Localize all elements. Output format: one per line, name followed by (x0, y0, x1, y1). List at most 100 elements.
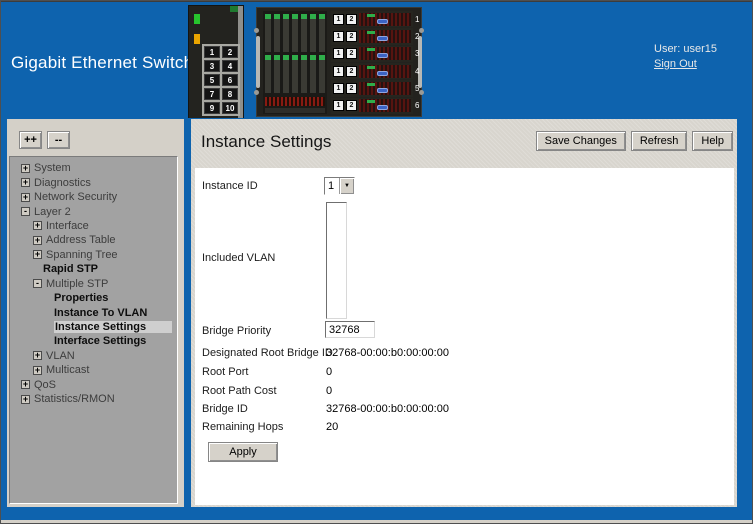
blade-port: 1 (333, 13, 344, 25)
tree-item-label[interactable]: Address Table (46, 234, 116, 247)
refresh-button[interactable]: Refresh (630, 131, 688, 151)
tree-item-label[interactable]: VLAN (46, 349, 75, 362)
bridge-id-value: 32768-00:00:b0:00:00:00 (326, 403, 449, 415)
module-port: 4 (222, 60, 238, 72)
tree-item-label[interactable]: System (34, 162, 71, 175)
expand-icon[interactable]: + (33, 249, 42, 260)
instance-id-select[interactable]: 1 ▼ (324, 177, 355, 195)
slot-numbers: 1 2 3 4 5 6 (415, 11, 423, 114)
tree-item-label[interactable]: Interface (46, 219, 89, 232)
root-path-cost-value: 0 (326, 385, 333, 397)
sign-out-link[interactable]: Sign Out (654, 58, 697, 70)
tree-item-instance-settings[interactable]: Instance Settings (10, 320, 177, 334)
blade-port: 2 (346, 65, 357, 77)
tree-item-label[interactable]: Spanning Tree (46, 248, 118, 261)
brand-title: Gigabit Ethernet Switch (11, 53, 194, 72)
tree-item-label-selected[interactable]: Instance Settings (54, 321, 172, 334)
collapse-icon[interactable]: - (33, 279, 42, 289)
tree-item-label[interactable]: Diagnostics (34, 176, 91, 189)
tree-item-vlan[interactable]: + VLAN (10, 349, 177, 363)
bridge-id-label: Bridge ID (202, 403, 248, 415)
slot-number: 2 (415, 31, 420, 41)
tree-item-properties[interactable]: Properties (10, 291, 177, 305)
tree-item-statistics-rmon[interactable]: + Statistics/RMON (10, 392, 177, 406)
tree-item-label[interactable]: Statistics/RMON (34, 393, 115, 406)
expand-icon[interactable]: + (21, 379, 30, 390)
tree-item-label[interactable]: Multicast (46, 364, 90, 377)
tree-item-label[interactable]: Instance To VLAN (54, 306, 148, 319)
module-port: 7 (204, 88, 220, 100)
vga-connector-icon (377, 70, 388, 76)
tree-item-label[interactable]: Layer 2 (34, 205, 71, 218)
tree-item-address-table[interactable]: + Address Table (10, 233, 177, 247)
tree-item-rapid-stp[interactable]: Rapid STP (10, 262, 177, 276)
module-port-grid: 1 2 3 4 5 6 7 8 9 10 (202, 44, 240, 116)
chevron-down-icon[interactable]: ▼ (339, 178, 354, 194)
included-vlan-listbox[interactable] (326, 202, 347, 319)
blade-led-icon (367, 48, 375, 52)
blade-port: 2 (346, 48, 357, 60)
blade-detail (359, 47, 411, 61)
slot-number: 3 (415, 49, 420, 59)
module-edge (238, 6, 243, 118)
header-banner: Gigabit Ethernet Switch 1 2 3 4 5 6 7 8 9 10 (1, 1, 752, 119)
expand-icon[interactable]: + (21, 393, 30, 404)
expand-icon[interactable]: + (21, 177, 30, 188)
tree-item-label[interactable]: Rapid STP (43, 263, 99, 276)
module-corner-led (230, 6, 238, 12)
tree-item-qos[interactable]: + QoS (10, 378, 177, 392)
expand-all-button[interactable]: ++ (19, 131, 42, 149)
blade-port: 1 (333, 100, 344, 112)
bridge-priority-label: Bridge Priority (202, 325, 272, 337)
slot-number: 6 (415, 101, 420, 111)
form-panel: Instance ID 1 ▼ Included VLAN Bridge Pri… (195, 168, 734, 505)
module-port: 2 (222, 46, 238, 58)
tree-item-interface[interactable]: + Interface (10, 219, 177, 233)
apply-button[interactable]: Apply (208, 442, 278, 462)
included-vlan-label: Included VLAN (202, 252, 276, 264)
tree-item-spanning-tree[interactable]: + Spanning Tree (10, 248, 177, 262)
vga-connector-icon (377, 53, 388, 59)
chassis-screw-icon (254, 28, 259, 33)
slot-number: 5 (415, 83, 420, 93)
module-port: 6 (222, 74, 238, 86)
collapse-icon[interactable]: - (21, 207, 30, 217)
blade-led-icon (367, 82, 375, 86)
expand-icon[interactable]: + (33, 350, 42, 361)
blade-led-icon (367, 65, 375, 69)
blade-port: 1 (333, 48, 344, 60)
drive-bank (265, 55, 325, 93)
blade-detail (359, 12, 411, 26)
tree-item-instance-to-vlan[interactable]: Instance To VLAN (10, 305, 177, 319)
main-frame: Instance Settings Save Changes Refresh H… (191, 119, 737, 507)
tree-item-system[interactable]: + System (10, 161, 177, 175)
chassis-screw-icon (254, 90, 259, 95)
help-button[interactable]: Help (692, 131, 733, 151)
tree-item-diagnostics[interactable]: + Diagnostics (10, 175, 177, 189)
expand-icon[interactable]: + (21, 162, 30, 173)
tree-item-label[interactable]: Multiple STP (46, 277, 109, 290)
collapse-all-button[interactable]: -- (47, 131, 70, 149)
tree-item-network-security[interactable]: + Network Security (10, 190, 177, 204)
tree-item-label[interactable]: Properties (54, 292, 109, 305)
expand-icon[interactable]: + (33, 234, 42, 245)
chassis-rail (418, 36, 422, 88)
tree-item-label[interactable]: Network Security (34, 191, 118, 204)
tree-item-layer2[interactable]: - Layer 2 (10, 204, 177, 218)
tree-item-label[interactable]: Interface Settings (54, 335, 147, 348)
remaining-hops-value: 20 (326, 421, 339, 433)
tree-item-multicast[interactable]: + Multicast (10, 363, 177, 377)
bridge-priority-input[interactable] (325, 321, 375, 338)
tree-item-multiple-stp[interactable]: - Multiple STP (10, 277, 177, 291)
instance-id-label: Instance ID (202, 180, 258, 192)
tree-item-interface-settings[interactable]: Interface Settings (10, 334, 177, 348)
expand-icon[interactable]: + (21, 191, 30, 202)
tree-item-label[interactable]: QoS (34, 378, 57, 391)
expand-icon[interactable]: + (33, 220, 42, 231)
status-led-amber-icon (194, 34, 200, 44)
save-changes-button[interactable]: Save Changes (535, 131, 626, 151)
expand-icon[interactable]: + (33, 364, 42, 375)
